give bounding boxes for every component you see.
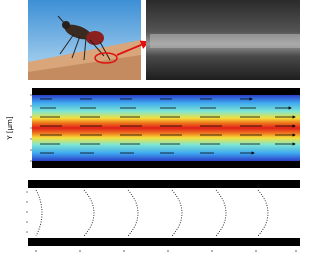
figure: Y [µm] xyxy=(6,0,300,252)
flow-arrows xyxy=(40,99,295,153)
microscopy-image xyxy=(146,0,300,80)
profile-curves xyxy=(35,189,269,237)
page: Y [µm] (() => { const data = JSON.parse(… xyxy=(6,0,300,252)
velocity-heatmap: Y [µm] xyxy=(6,88,300,168)
axis-ticks xyxy=(30,94,32,162)
axis-ticks xyxy=(26,191,297,252)
y-axis-label: Y [µm] xyxy=(6,116,14,141)
velocity-profiles xyxy=(26,180,300,252)
mosquito-photo xyxy=(28,0,150,80)
